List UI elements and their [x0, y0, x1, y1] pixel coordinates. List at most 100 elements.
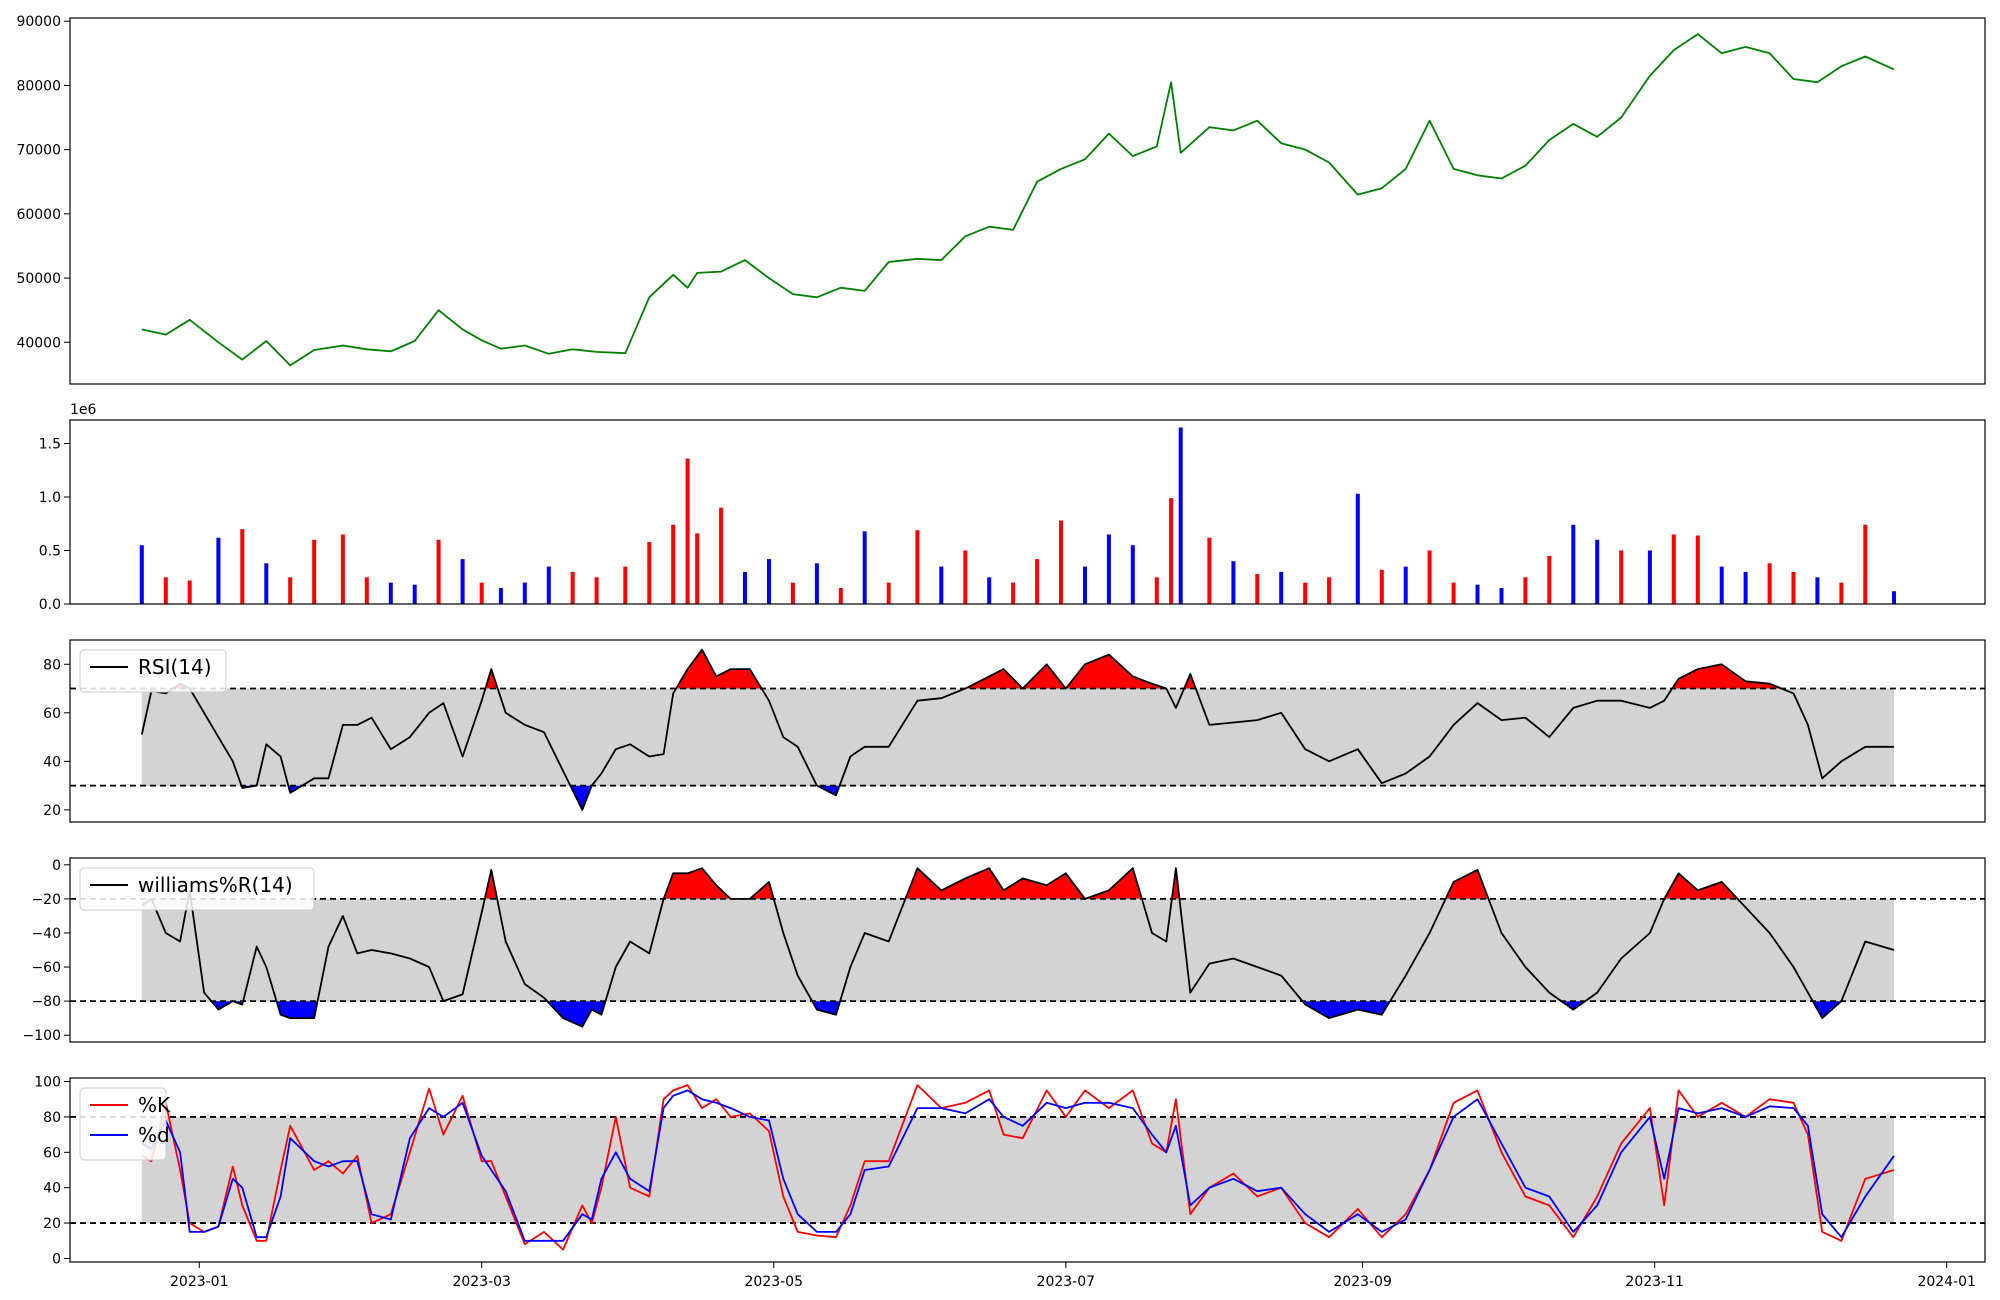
- volume-bar: [743, 571, 747, 604]
- volume-bar: [1279, 571, 1284, 604]
- volume-bar: [1791, 571, 1796, 604]
- rsi-ytick-label: 20: [43, 803, 61, 819]
- stochastic-ytick-label: 0: [52, 1251, 61, 1267]
- stochastic-legend-label: %K: [138, 1093, 171, 1117]
- rsi-ytick-label: 80: [43, 657, 61, 673]
- rsi-line: [140, 648, 1894, 811]
- volume-bar: [594, 577, 599, 604]
- volume-bar: [647, 542, 652, 604]
- xtick-label: 2023-07: [1037, 1274, 1096, 1290]
- price-panel-frame: [69, 17, 1986, 385]
- volume-bar: [1427, 550, 1432, 604]
- volume-bar: [479, 582, 484, 604]
- williams-ytick-label: 0: [52, 858, 61, 874]
- volume-bar: [1379, 569, 1384, 604]
- stochastic-neutral-band: [141, 1116, 1895, 1224]
- volume-bar: [1178, 427, 1183, 604]
- volume-bar: [187, 580, 192, 604]
- volume-bar: [1767, 563, 1772, 604]
- volume-bar: [886, 582, 891, 604]
- xtick-label: 2023-01: [170, 1274, 229, 1290]
- volume-bar: [1083, 566, 1087, 604]
- rsi-legend: RSI(14): [79, 649, 227, 693]
- price-ytick-label: 90000: [16, 14, 61, 30]
- stochastic-legend-label: %d: [138, 1123, 170, 1147]
- volume-bar: [1671, 534, 1676, 604]
- williams-panel-frame: [69, 857, 1986, 1043]
- volume-ytick-label: 1.5: [39, 437, 61, 453]
- volume-bar: [915, 530, 920, 604]
- price-ytick-label: 80000: [16, 78, 61, 94]
- rsi-ytick-label: 40: [43, 754, 61, 770]
- volume-bar: [1547, 555, 1552, 604]
- volume-bar: [460, 559, 465, 604]
- volume-bar: [695, 533, 700, 604]
- volume-bar: [1475, 584, 1480, 604]
- rsi-legend-label: RSI(14): [138, 655, 212, 679]
- volume-bar: [671, 524, 676, 604]
- volume-bar: [340, 534, 345, 604]
- volume-bar: [1106, 534, 1111, 604]
- xtick-label: 2023-05: [745, 1274, 804, 1290]
- volume-bar: [288, 577, 293, 604]
- williams-overbought-fill: [188, 868, 1738, 899]
- stochastic-ytick-label: 40: [43, 1181, 61, 1197]
- volume-scale-label: 1e6: [70, 402, 97, 418]
- volume-bar: [1743, 571, 1748, 604]
- williams-ytick-label: −60: [31, 960, 61, 976]
- volume-bar: [939, 566, 944, 604]
- volume-bar: [1231, 561, 1236, 604]
- xtick-label: 2024-01: [1917, 1274, 1976, 1290]
- price-ytick-label: 50000: [16, 271, 61, 287]
- volume-bar: [240, 529, 245, 604]
- volume-bar: [1207, 537, 1212, 604]
- williams-ytick-label: −80: [31, 994, 61, 1010]
- volume-bar: [1303, 582, 1308, 604]
- volume-bar: [1011, 582, 1016, 604]
- williams-ytick-label: −40: [31, 926, 61, 942]
- stochastic-ytick-label: 60: [43, 1145, 61, 1161]
- volume-ytick-label: 0.0: [39, 597, 61, 613]
- volume-bar: [498, 588, 503, 604]
- rsi-neutral-band: [141, 688, 1895, 786]
- volume-bar: [1571, 524, 1576, 604]
- williams-legend-box: [79, 867, 315, 911]
- volume-bar: [1327, 577, 1332, 604]
- volume-bar: [1451, 582, 1456, 604]
- price-line: [141, 33, 1895, 367]
- williams-neutral-band: [141, 898, 1895, 1002]
- volume-bar: [1892, 591, 1896, 604]
- price-ytick-label: 40000: [16, 335, 61, 351]
- xtick-label: 2023-03: [452, 1274, 511, 1290]
- volume-bar: [216, 537, 221, 604]
- volume-bar: [312, 539, 317, 604]
- williams-ytick-label: −100: [23, 1028, 61, 1044]
- price-ytick-label: 70000: [16, 143, 61, 159]
- volume-bar: [862, 531, 867, 604]
- volume-bar: [1059, 520, 1063, 604]
- rsi-ytick-label: 60: [43, 706, 61, 722]
- volume-bar: [1619, 550, 1624, 604]
- volume-bar: [1255, 574, 1260, 604]
- volume-ytick-label: 1.0: [39, 490, 61, 506]
- volume-bar: [1154, 577, 1159, 604]
- volume-bar: [1355, 493, 1360, 604]
- stochastic-panel-frame: [69, 1077, 1986, 1263]
- volume-bar: [1839, 582, 1844, 604]
- volume-bar: [1647, 550, 1652, 604]
- volume-bar: [412, 584, 417, 604]
- xtick-label: 2023-11: [1625, 1274, 1684, 1290]
- volume-panel-frame: [69, 419, 1986, 605]
- volume-bar: [139, 545, 144, 604]
- volume-bar: [546, 566, 551, 604]
- volume-bar: [1695, 535, 1700, 604]
- volume-bar: [838, 588, 843, 604]
- volume-bar: [388, 582, 393, 604]
- volume-bar: [1130, 545, 1135, 604]
- volume-bar: [719, 507, 724, 604]
- volume-bar: [814, 563, 819, 604]
- volume-bar: [264, 563, 269, 604]
- stochastic-ytick-label: 20: [43, 1216, 61, 1232]
- volume-bar: [767, 559, 771, 604]
